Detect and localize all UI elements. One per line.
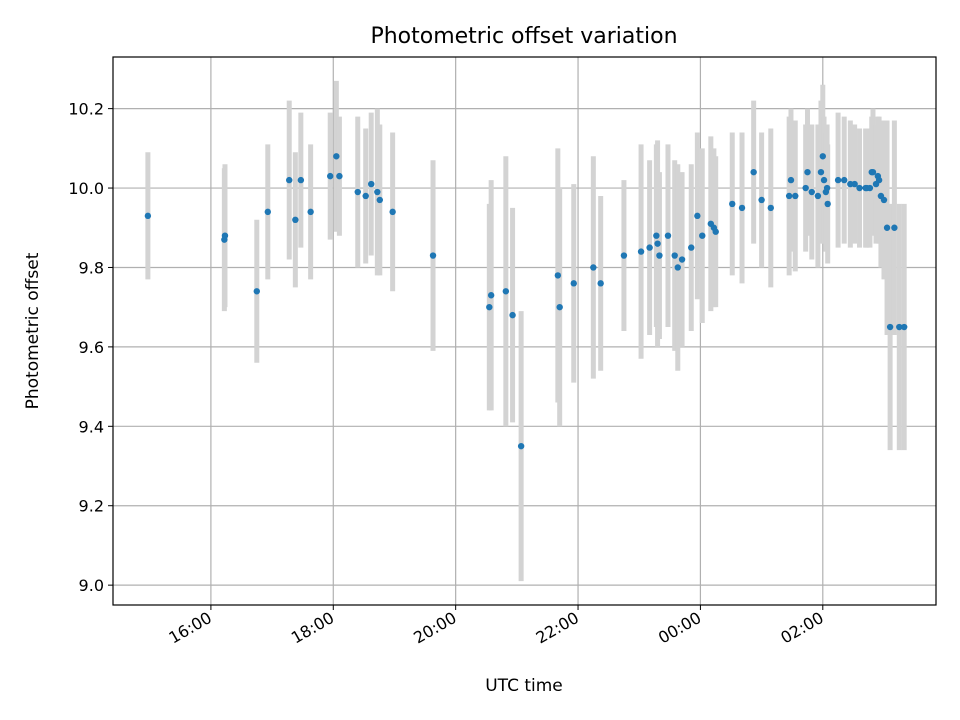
data-point (664, 232, 672, 239)
data-point (729, 200, 736, 208)
data-point (570, 280, 577, 287)
data-point (767, 204, 774, 212)
data-point (654, 240, 661, 247)
y-axis-label: Photometric offset (23, 252, 43, 409)
data-point (653, 232, 660, 239)
data-point (221, 232, 229, 239)
data-point (389, 208, 396, 216)
chart-title: Photometric offset variation (370, 24, 677, 49)
y-tick-label: 9.6 (79, 338, 104, 357)
data-point (814, 192, 822, 200)
y-tick-label: 9.8 (79, 258, 104, 277)
y-tick-label: 10.0 (68, 179, 104, 198)
x-tick-label: 22:00 (533, 608, 582, 648)
data-point (900, 323, 908, 331)
data-point (368, 180, 375, 188)
x-tick-label: 16:00 (165, 608, 214, 648)
data-point (376, 196, 383, 204)
data-point (253, 288, 260, 295)
data-point (286, 176, 293, 184)
data-point (824, 200, 831, 208)
data-point (429, 252, 437, 259)
data-point (712, 228, 719, 235)
data-point (758, 196, 765, 204)
data-point (486, 303, 493, 311)
y-tick-label: 10.2 (68, 100, 104, 119)
x-tick-label: 02:00 (777, 608, 826, 648)
data-point (292, 216, 299, 224)
data-point (646, 244, 653, 251)
data-point (856, 184, 863, 192)
data-point (851, 180, 858, 188)
data-point (804, 168, 811, 176)
data-points (144, 153, 908, 450)
data-point (841, 176, 848, 184)
data-point (834, 176, 842, 184)
data-point (297, 176, 305, 184)
data-point (699, 232, 706, 239)
x-axis-label: UTC time (485, 676, 563, 696)
data-point (374, 188, 381, 196)
y-tick-label: 9.2 (79, 497, 104, 516)
data-point (787, 176, 795, 184)
data-point (264, 208, 272, 216)
data-point (336, 172, 343, 180)
data-point (808, 188, 815, 196)
data-point (354, 188, 361, 196)
data-point (307, 208, 314, 216)
data-point (819, 153, 826, 160)
plot-frame (112, 56, 937, 606)
data-point (333, 153, 340, 160)
data-point (554, 272, 562, 279)
data-point (883, 224, 891, 231)
data-point (502, 288, 510, 295)
data-point (620, 252, 628, 259)
data-point (820, 176, 828, 184)
data-point (875, 176, 883, 184)
data-point (869, 168, 877, 176)
data-point (866, 184, 874, 192)
data-point (487, 292, 495, 299)
data-point (817, 168, 825, 176)
data-point (637, 248, 645, 255)
x-tick-label: 18:00 (288, 608, 337, 648)
data-point (517, 442, 525, 450)
data-point (590, 264, 597, 271)
data-point (674, 264, 681, 271)
data-point (509, 311, 516, 319)
data-point (671, 252, 678, 259)
data-point (896, 323, 903, 331)
data-point (891, 224, 898, 231)
data-point (738, 204, 746, 212)
data-point (678, 256, 686, 263)
data-point (694, 212, 701, 220)
y-tick-label: 9.4 (79, 417, 104, 436)
data-point (597, 280, 604, 287)
data-point (327, 172, 334, 180)
data-point (880, 196, 888, 204)
data-point (802, 184, 809, 192)
data-point (792, 192, 799, 200)
data-point (656, 252, 663, 259)
data-point (750, 168, 757, 176)
y-tick-label: 9.0 (79, 576, 104, 595)
x-tick-label: 00:00 (655, 608, 704, 648)
data-point (886, 323, 894, 331)
data-point (362, 192, 369, 200)
data-point (688, 244, 695, 251)
x-tick-label: 20:00 (410, 608, 459, 648)
data-point (556, 303, 563, 311)
data-point (823, 184, 831, 192)
data-point (144, 212, 152, 220)
data-point (785, 192, 793, 200)
